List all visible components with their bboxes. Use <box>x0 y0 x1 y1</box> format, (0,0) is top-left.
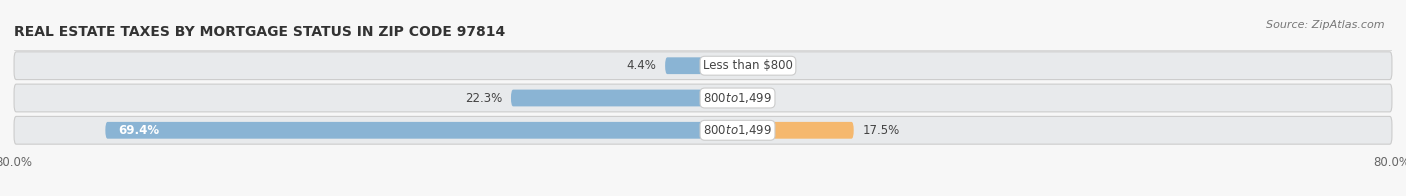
FancyBboxPatch shape <box>703 122 853 139</box>
FancyBboxPatch shape <box>703 57 714 74</box>
FancyBboxPatch shape <box>105 122 703 139</box>
Text: 69.4%: 69.4% <box>118 124 159 137</box>
FancyBboxPatch shape <box>14 116 1392 144</box>
Text: Less than $800: Less than $800 <box>703 59 793 72</box>
FancyBboxPatch shape <box>510 90 703 106</box>
FancyBboxPatch shape <box>703 90 735 106</box>
Text: $800 to $1,499: $800 to $1,499 <box>703 91 772 105</box>
Text: 17.5%: 17.5% <box>862 124 900 137</box>
FancyBboxPatch shape <box>14 84 1392 112</box>
Text: 3.8%: 3.8% <box>744 92 773 104</box>
Text: 22.3%: 22.3% <box>465 92 502 104</box>
Text: REAL ESTATE TAXES BY MORTGAGE STATUS IN ZIP CODE 97814: REAL ESTATE TAXES BY MORTGAGE STATUS IN … <box>14 25 505 39</box>
Text: Source: ZipAtlas.com: Source: ZipAtlas.com <box>1267 20 1385 30</box>
Text: 1.3%: 1.3% <box>723 59 752 72</box>
FancyBboxPatch shape <box>14 52 1392 80</box>
FancyBboxPatch shape <box>665 57 703 74</box>
Text: 4.4%: 4.4% <box>627 59 657 72</box>
Text: $800 to $1,499: $800 to $1,499 <box>703 123 772 137</box>
